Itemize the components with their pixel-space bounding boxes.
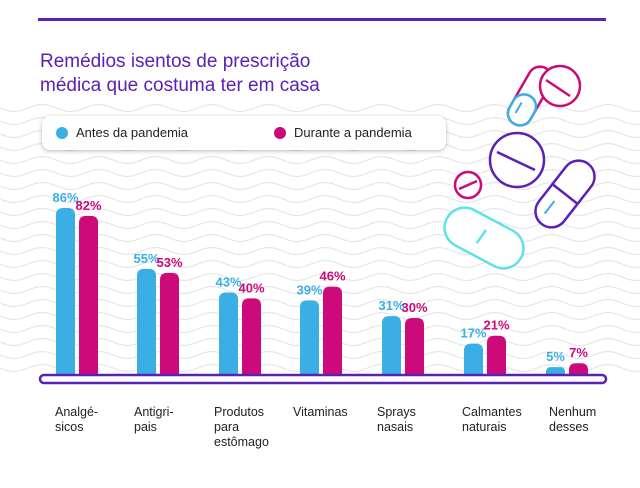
top-rule xyxy=(38,18,606,21)
category-label-0: Analgé-sicos xyxy=(55,405,98,435)
category-label-line: nasais xyxy=(377,420,414,434)
value-label-during-6: 7% xyxy=(569,345,588,360)
wave-line xyxy=(0,363,640,373)
chart-title-line-1: Remédios isentos de prescrição xyxy=(40,51,311,72)
category-label-line: Sprays xyxy=(377,405,416,419)
category-label-5: Calmantes naturais xyxy=(462,405,522,435)
value-label-before-5: 17% xyxy=(460,326,486,341)
category-label-2: Produtos para estômago xyxy=(214,405,269,450)
wave-line xyxy=(0,350,640,360)
wave-line xyxy=(0,233,640,243)
category-label-line: pais xyxy=(134,420,157,434)
pill-tablet-icon xyxy=(538,64,582,108)
bar-during-3 xyxy=(323,286,342,377)
value-label-during-0: 82% xyxy=(75,198,101,213)
bar-during-0 xyxy=(79,215,98,377)
category-label-line: estômago xyxy=(214,435,269,449)
bar-before-5 xyxy=(464,343,483,377)
wave-line xyxy=(0,103,640,113)
wave-line xyxy=(0,181,640,191)
legend-swatch-during xyxy=(274,126,286,139)
wave-line xyxy=(0,259,640,269)
pill-tablet-icon xyxy=(488,131,546,189)
bar-during-6 xyxy=(569,363,588,377)
value-label-before-4: 31% xyxy=(378,298,404,313)
category-label-line: Antigri- xyxy=(134,405,174,419)
value-label-before-1: 55% xyxy=(133,251,159,266)
wave-line xyxy=(0,337,640,347)
wave-line xyxy=(0,324,640,334)
category-label-1: Antigri-pais xyxy=(134,405,174,435)
bars-group xyxy=(56,208,588,377)
category-label-line: desses xyxy=(549,420,589,434)
bar-before-0 xyxy=(56,208,75,377)
value-label-during-4: 30% xyxy=(401,300,427,315)
category-label-line: para xyxy=(214,420,240,434)
wave-line xyxy=(0,298,640,308)
wave-line xyxy=(0,285,640,295)
category-label-line: Calmantes xyxy=(462,405,522,419)
wave-line xyxy=(0,207,640,217)
bar-during-2 xyxy=(242,298,261,377)
category-label-6: Nenhum desses xyxy=(549,405,596,435)
legend-item-before: Antes da pandemia xyxy=(56,125,188,140)
wave-line xyxy=(0,246,640,256)
legend-label-during: Durante a pandemia xyxy=(294,125,412,140)
category-label-4: Sprays nasais xyxy=(377,405,416,435)
chart-title-line-2: médica que costuma ter em casa xyxy=(40,75,320,96)
bar-during-5 xyxy=(487,335,506,377)
value-label-during-1: 53% xyxy=(156,255,182,270)
value-labels-group: 86% 55% 43% 39% 31% 17% 5% 82% 53% 40% 46% 30% 21% 7% xyxy=(52,190,588,364)
value-label-before-0: 86% xyxy=(52,190,78,205)
bar-during-4 xyxy=(405,318,424,377)
legend-swatch-before xyxy=(56,126,68,139)
category-label-line: Produtos xyxy=(214,405,265,419)
category-label-3: Vitaminas xyxy=(293,405,348,420)
category-label-line: Analgé- xyxy=(55,405,99,419)
bar-before-1 xyxy=(137,268,156,377)
category-label-line: sicos xyxy=(55,420,84,434)
pill-capsule-icon xyxy=(443,206,525,270)
value-label-before-2: 43% xyxy=(215,275,241,290)
value-label-during-5: 21% xyxy=(483,318,509,333)
pills-illustration xyxy=(443,64,596,270)
legend-label-before: Antes da pandemia xyxy=(76,125,189,140)
baseline-axis xyxy=(38,373,608,385)
bar-during-1 xyxy=(160,272,179,377)
category-label-line: naturais xyxy=(462,420,507,434)
bar-before-2 xyxy=(219,292,238,377)
wave-line xyxy=(0,272,640,282)
bar-before-4 xyxy=(382,316,401,377)
wave-line xyxy=(0,168,640,178)
legend: Antes da pandemia Durante a pandemia xyxy=(42,116,446,150)
wave-line xyxy=(0,311,640,321)
legend-item-during: Durante a pandemia xyxy=(274,125,412,140)
category-label-line: Nenhum xyxy=(549,405,597,419)
pill-tablet-icon xyxy=(453,170,483,200)
wave-line xyxy=(0,194,640,204)
pill-capsule-icon xyxy=(534,159,596,229)
value-label-during-3: 46% xyxy=(319,269,345,284)
bar-before-3 xyxy=(300,300,319,377)
value-label-before-6: 5% xyxy=(546,349,565,364)
wave-line xyxy=(0,220,640,230)
value-label-before-3: 39% xyxy=(296,282,322,297)
category-label-line: Vitaminas xyxy=(293,405,348,419)
value-label-during-2: 40% xyxy=(238,280,264,295)
chart-title: Remédios isentos de prescrição médica qu… xyxy=(40,50,370,98)
